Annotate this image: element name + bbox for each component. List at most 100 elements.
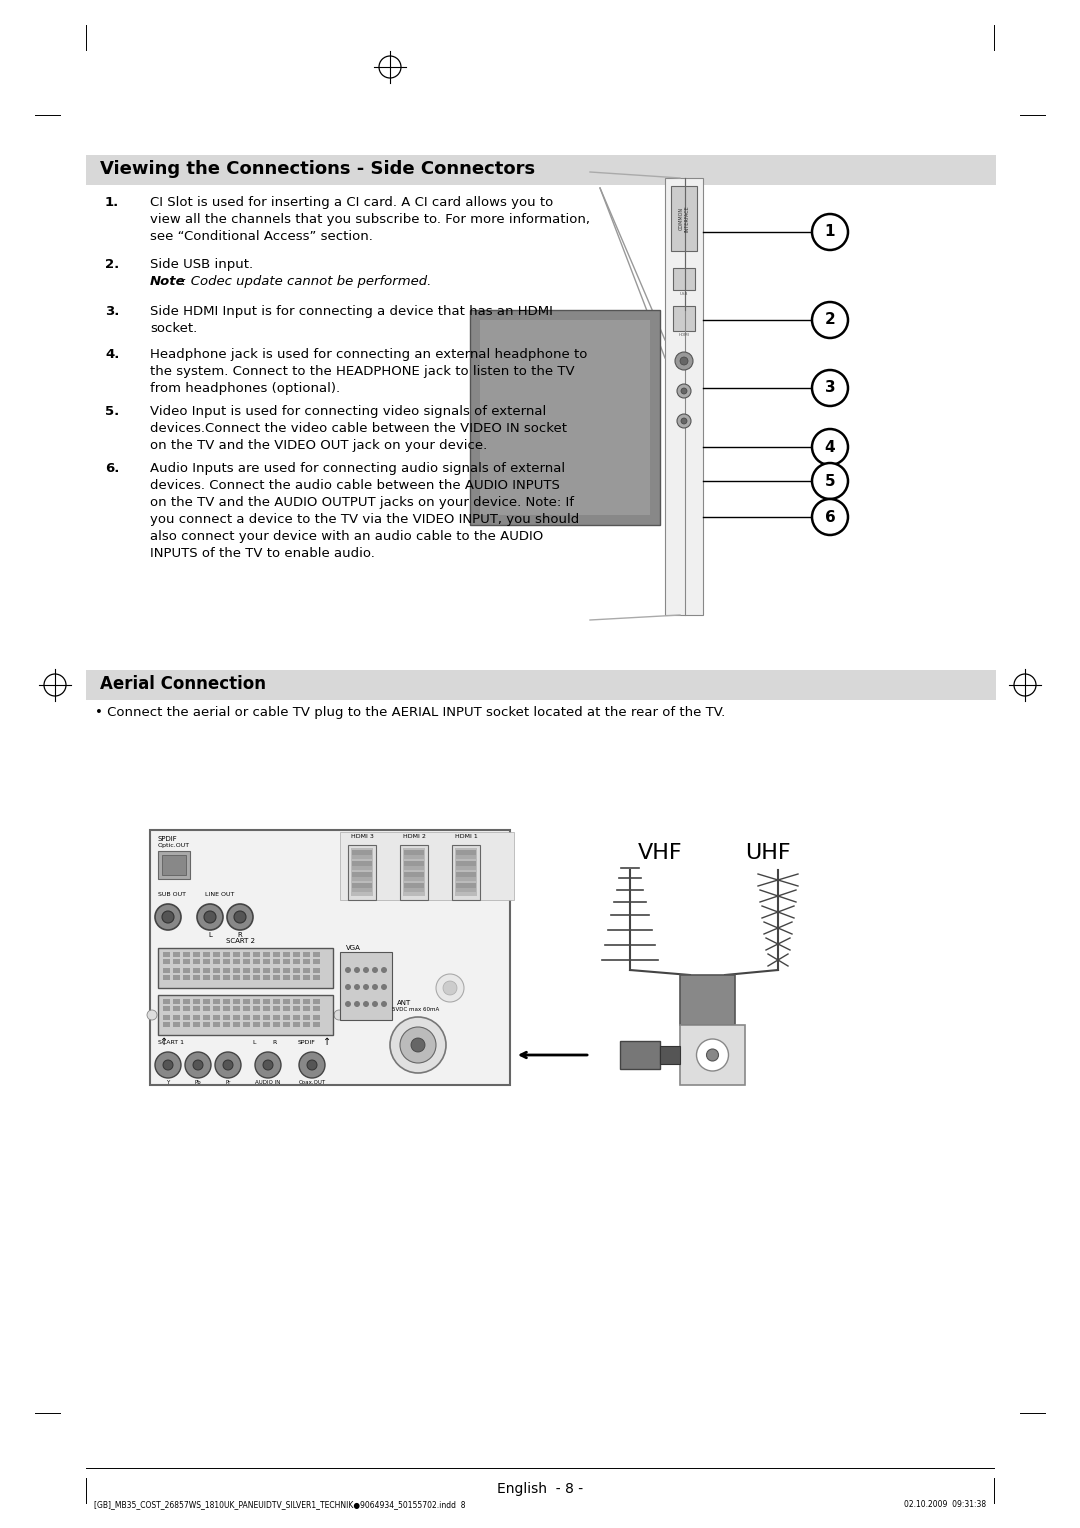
Circle shape — [680, 358, 688, 365]
Bar — [222, 952, 230, 957]
Bar — [183, 969, 190, 973]
Circle shape — [345, 967, 351, 973]
Text: Viewing the Connections - Side Connectors: Viewing the Connections - Side Connector… — [100, 160, 535, 177]
Bar — [193, 975, 200, 979]
Bar — [203, 999, 210, 1004]
Bar — [264, 952, 270, 957]
Text: you connect a device to the TV via the VIDEO INPUT, you should: you connect a device to the TV via the V… — [150, 513, 579, 526]
Bar — [680, 975, 735, 1025]
Bar — [193, 1015, 200, 1021]
Bar — [233, 975, 240, 979]
Bar — [233, 1022, 240, 1027]
Text: 1.: 1. — [105, 196, 119, 209]
Bar — [456, 860, 476, 866]
Bar — [222, 975, 230, 979]
Bar — [203, 975, 210, 979]
Text: Pb: Pb — [194, 1080, 201, 1085]
Text: SPDIF: SPDIF — [298, 1041, 315, 1045]
Bar — [293, 1022, 300, 1027]
Bar — [163, 960, 170, 964]
Text: HDMI 1: HDMI 1 — [455, 834, 477, 839]
Text: [GB]_MB35_COST_26857WS_1810UK_PANEUIDTV_SILVER1_TECHNIK●9064934_50155702.indd  8: [GB]_MB35_COST_26857WS_1810UK_PANEUIDTV_… — [94, 1500, 465, 1510]
Circle shape — [443, 981, 457, 995]
Circle shape — [677, 384, 691, 397]
Bar — [351, 848, 373, 895]
Bar — [203, 952, 210, 957]
Bar — [253, 1005, 260, 1012]
Bar — [400, 845, 428, 900]
Bar — [173, 952, 180, 957]
Bar — [183, 1022, 190, 1027]
Bar — [303, 960, 310, 964]
Circle shape — [812, 370, 848, 406]
Bar — [673, 267, 696, 290]
Text: Note: Note — [150, 275, 186, 287]
Bar — [293, 975, 300, 979]
Text: 5.: 5. — [105, 405, 119, 419]
Bar — [404, 866, 424, 869]
Circle shape — [706, 1050, 718, 1060]
Bar — [303, 1015, 310, 1021]
Bar — [193, 960, 200, 964]
Text: 3.: 3. — [105, 306, 120, 318]
Circle shape — [681, 419, 687, 423]
Bar — [456, 883, 476, 888]
Bar — [163, 1015, 170, 1021]
Circle shape — [812, 463, 848, 500]
Bar — [313, 969, 320, 973]
Text: 4: 4 — [825, 440, 835, 454]
Text: Optic.OUT: Optic.OUT — [158, 843, 190, 848]
Circle shape — [185, 1051, 211, 1077]
Bar — [163, 952, 170, 957]
Bar — [303, 952, 310, 957]
Bar — [233, 952, 240, 957]
Bar — [243, 1005, 249, 1012]
Bar — [313, 1015, 320, 1021]
Bar — [203, 1015, 210, 1021]
Text: Pr: Pr — [226, 1080, 231, 1085]
Bar — [352, 877, 372, 882]
Bar — [404, 872, 424, 877]
Bar — [273, 1005, 280, 1012]
Circle shape — [363, 967, 369, 973]
Circle shape — [812, 303, 848, 338]
Bar — [313, 952, 320, 957]
Bar — [158, 995, 333, 1034]
Bar — [665, 177, 703, 614]
Bar — [283, 1015, 291, 1021]
Circle shape — [354, 967, 360, 973]
Bar — [293, 960, 300, 964]
Bar — [253, 960, 260, 964]
Bar — [222, 960, 230, 964]
Bar — [303, 1022, 310, 1027]
Circle shape — [681, 388, 687, 394]
Text: 6: 6 — [825, 509, 835, 524]
Circle shape — [354, 1001, 360, 1007]
Bar — [404, 888, 424, 892]
Circle shape — [307, 1060, 318, 1070]
Bar — [173, 1022, 180, 1027]
Bar — [456, 888, 476, 892]
Text: ↑: ↑ — [323, 1038, 332, 1047]
Bar — [313, 960, 320, 964]
Bar — [348, 845, 376, 900]
Bar — [213, 960, 220, 964]
Text: VGA: VGA — [346, 944, 361, 950]
Circle shape — [363, 1001, 369, 1007]
Bar — [352, 850, 372, 856]
Bar — [233, 1015, 240, 1021]
Text: devices.Connect the video cable between the VIDEO IN socket: devices.Connect the video cable between … — [150, 422, 567, 435]
Circle shape — [227, 905, 253, 931]
Bar — [293, 999, 300, 1004]
Circle shape — [363, 984, 369, 990]
Text: Headphone jack is used for connecting an external headphone to: Headphone jack is used for connecting an… — [150, 348, 588, 361]
Bar — [404, 883, 424, 888]
Circle shape — [163, 1060, 173, 1070]
Text: ANT: ANT — [397, 999, 411, 1005]
Bar — [193, 999, 200, 1004]
Circle shape — [675, 351, 693, 370]
Text: 1: 1 — [825, 225, 835, 240]
Circle shape — [147, 1010, 157, 1021]
Bar — [303, 1005, 310, 1012]
Circle shape — [812, 429, 848, 465]
